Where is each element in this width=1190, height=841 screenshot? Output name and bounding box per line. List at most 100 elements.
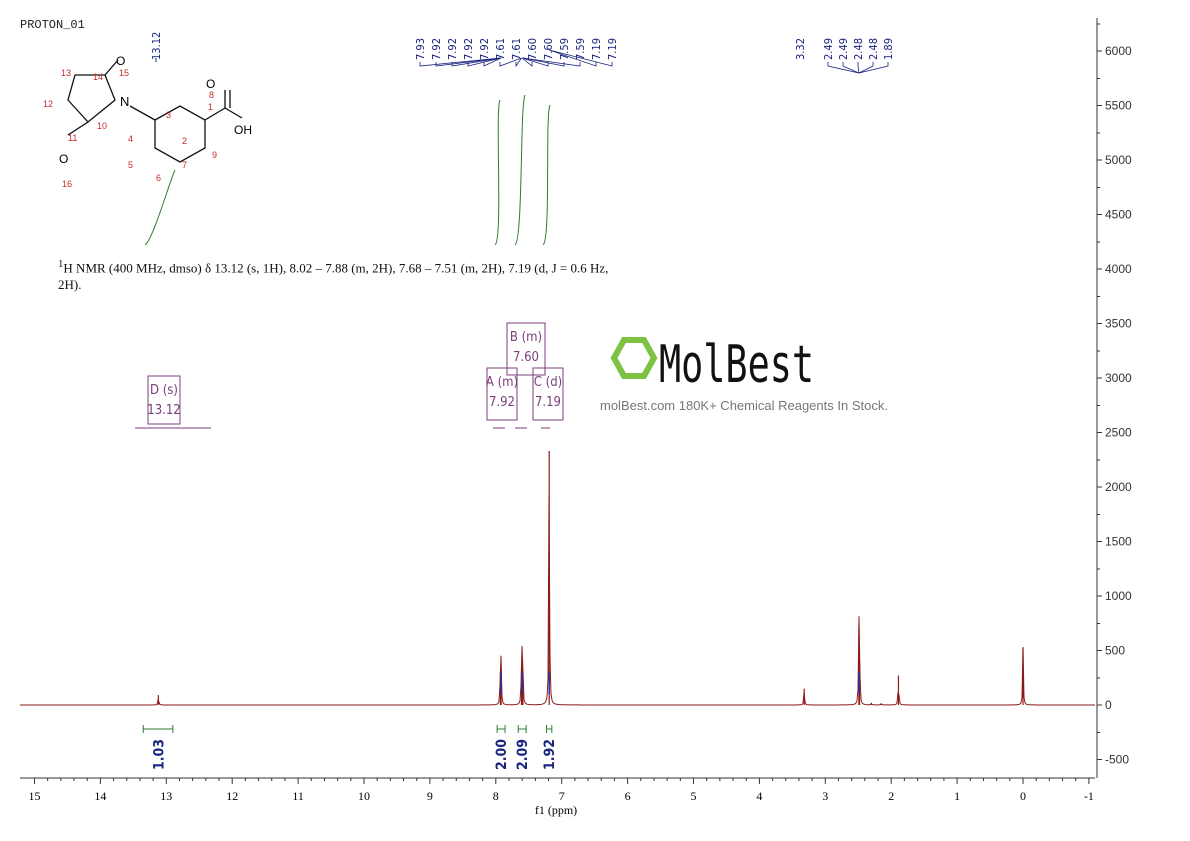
atom-number: 1 xyxy=(208,102,213,112)
peak-label-connector xyxy=(419,57,501,67)
atom-number: 5 xyxy=(128,160,133,170)
spectrum-title: PROTON_01 xyxy=(20,18,85,32)
peak-label-connector xyxy=(499,57,522,67)
x-tick-label: 13 xyxy=(160,789,172,803)
x-tick-label: 8 xyxy=(493,789,499,803)
peak-label: 7.93 xyxy=(414,38,427,60)
peak-label-connector xyxy=(522,57,565,67)
atom-number: 12 xyxy=(43,99,53,109)
peak-label: 7.60 xyxy=(542,38,555,60)
peak-label: 7.92 xyxy=(478,38,491,60)
atom-number: 4 xyxy=(128,134,133,144)
y-tick-label: 2000 xyxy=(1105,480,1132,494)
atom-number: 6 xyxy=(156,173,161,183)
logo-text: MolBest xyxy=(659,335,814,390)
x-tick-label: 2 xyxy=(888,789,894,803)
x-tick-label: 3 xyxy=(822,789,828,803)
peak-label-connector xyxy=(467,57,502,67)
y-tick-label: 5000 xyxy=(1105,153,1132,167)
integral-curve xyxy=(494,99,501,246)
atom-o8: O xyxy=(206,77,215,91)
atom-number: 16 xyxy=(62,179,72,189)
atom-number: 2 xyxy=(182,136,187,146)
multiplet-box xyxy=(532,367,564,421)
atom-o16: O xyxy=(59,152,68,166)
x-tick-label: 15 xyxy=(29,789,41,803)
watermark-tagline: molBest.com 180K+ Chemical Reagents In S… xyxy=(600,398,888,413)
peak-label-connector xyxy=(483,57,502,67)
y-tick-label: 500 xyxy=(1105,644,1125,658)
integral-value: 1.03 xyxy=(151,739,167,770)
x-tick-label: 6 xyxy=(625,789,631,803)
peak-label: 3.32 xyxy=(794,38,807,60)
peak-label: 7.92 xyxy=(462,38,475,60)
x-tick-label: 0 xyxy=(1020,789,1026,803)
y-tick-label: 3500 xyxy=(1105,317,1132,331)
y-tick-label: 4000 xyxy=(1105,262,1132,276)
peak-label: 7.59 xyxy=(574,38,587,60)
multiplet-box xyxy=(486,367,518,421)
integral-value: 2.00 xyxy=(494,739,510,770)
peak-label: 7.92 xyxy=(430,38,443,60)
integral-curve xyxy=(542,104,551,246)
spectrum-trace xyxy=(20,494,1095,706)
multiplet-box xyxy=(506,322,546,376)
peak-label-connector xyxy=(857,62,860,74)
multiplet-label: D (s) xyxy=(150,383,178,398)
x-tick-label: 11 xyxy=(292,789,304,803)
peak-label: 2.48 xyxy=(867,38,880,60)
peak-label-connector xyxy=(522,57,549,67)
multiplet-shift: 7.60 xyxy=(513,350,539,365)
integral-curve xyxy=(514,94,526,246)
atom-number: 7 xyxy=(182,160,187,170)
peak-label: 7.61 xyxy=(494,38,507,60)
peak-label: 7.19 xyxy=(590,38,603,60)
y-tick-label: 4500 xyxy=(1105,208,1132,222)
y-tick-label: 1500 xyxy=(1105,535,1132,549)
y-tick-label: 1000 xyxy=(1105,589,1132,603)
peak-label: 7.92 xyxy=(446,38,459,60)
x-tick-label: 7 xyxy=(559,789,565,803)
integral-value: 2.09 xyxy=(515,739,531,770)
x-axis-label: f1 (ppm) xyxy=(535,803,577,817)
peak-label-connector xyxy=(827,62,859,74)
atom-number: 14 xyxy=(93,72,103,82)
peak-label-connector xyxy=(515,57,522,68)
y-tick-label: 6000 xyxy=(1105,44,1132,58)
multiplet-label: A (m) xyxy=(486,375,518,390)
x-tick-label: 9 xyxy=(427,789,433,803)
x-tick-label: -1 xyxy=(1084,789,1094,803)
peak-label-connector xyxy=(549,49,613,67)
peak-label: 1.89 xyxy=(882,38,895,60)
multiplet-box xyxy=(147,375,181,425)
y-tick-label: 3000 xyxy=(1105,371,1132,385)
atom-number: 8 xyxy=(209,90,214,100)
x-tick-label: 10 xyxy=(358,789,370,803)
peak-label: 2.48 xyxy=(852,38,865,60)
atom-number: 11 xyxy=(68,133,77,143)
x-tick-label: 4 xyxy=(756,789,762,803)
y-tick-label: 5500 xyxy=(1105,99,1132,113)
x-tick-label: 1 xyxy=(954,789,960,803)
integral-curve xyxy=(144,169,176,246)
peak-label-connector xyxy=(451,57,502,67)
y-tick-label: 0 xyxy=(1105,698,1112,712)
peak-label: 2.49 xyxy=(822,38,835,60)
atom-number: 13 xyxy=(61,68,71,78)
atom-number: 15 xyxy=(119,68,129,78)
integral-value: 1.92 xyxy=(542,739,558,770)
peak-label: 7.19 xyxy=(606,38,619,60)
peak-label-connector xyxy=(522,57,581,67)
peak-label-connector xyxy=(858,62,874,74)
x-tick-label: 5 xyxy=(691,789,697,803)
x-tick-label: 12 xyxy=(226,789,238,803)
nmr-description-text: H NMR (400 MHz, dmso) δ 13.12 (s, 1H), 8… xyxy=(58,260,609,293)
x-tick-label: 14 xyxy=(94,789,106,803)
atom-number: 9 xyxy=(212,150,217,160)
peak-label-connector xyxy=(435,57,502,67)
atom-number: 10 xyxy=(97,121,107,131)
y-tick-label: -500 xyxy=(1105,753,1129,767)
peak-label: 7.61 xyxy=(510,38,523,60)
peak-label: 7.60 xyxy=(526,38,539,60)
